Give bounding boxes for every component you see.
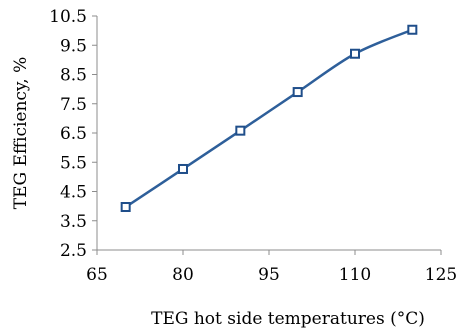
series-layer	[120, 24, 418, 213]
y-tick-labels: 2.5 3.5 4.5 5.5 6.5 7.5 8.5 9.5 10.5	[49, 7, 97, 261]
data-point	[292, 87, 303, 98]
x-tick-label: 110	[339, 265, 371, 285]
data-point	[120, 202, 131, 213]
y-axis-title: TEG Efficiency, %	[11, 57, 31, 209]
y-tick-label: 7.5	[60, 95, 87, 115]
x-tick-label: 95	[258, 265, 280, 285]
data-point	[350, 48, 360, 59]
axes	[96, 16, 441, 251]
data-point	[235, 125, 246, 136]
y-tick-label: 2.5	[60, 241, 87, 261]
x-tick-label: 80	[172, 265, 194, 285]
data-point	[178, 163, 188, 174]
x-tick-label: 65	[86, 265, 108, 285]
x-tick-labels: 65 80 95 110 125	[86, 250, 457, 285]
series-line	[124, 28, 413, 209]
data-point	[407, 24, 418, 35]
y-tick-label: 5.5	[60, 153, 87, 173]
y-tick-label: 4.5	[60, 183, 87, 203]
y-tick-label: 9.5	[60, 36, 87, 56]
y-tick-label: 6.5	[60, 124, 87, 144]
x-axis-title: TEG hot side temperatures (°C)	[151, 309, 425, 329]
y-tick-label: 8.5	[60, 66, 87, 86]
y-tick-label: 3.5	[60, 212, 87, 232]
x-tick-label: 125	[425, 265, 457, 285]
y-tick-label: 10.5	[49, 7, 87, 27]
